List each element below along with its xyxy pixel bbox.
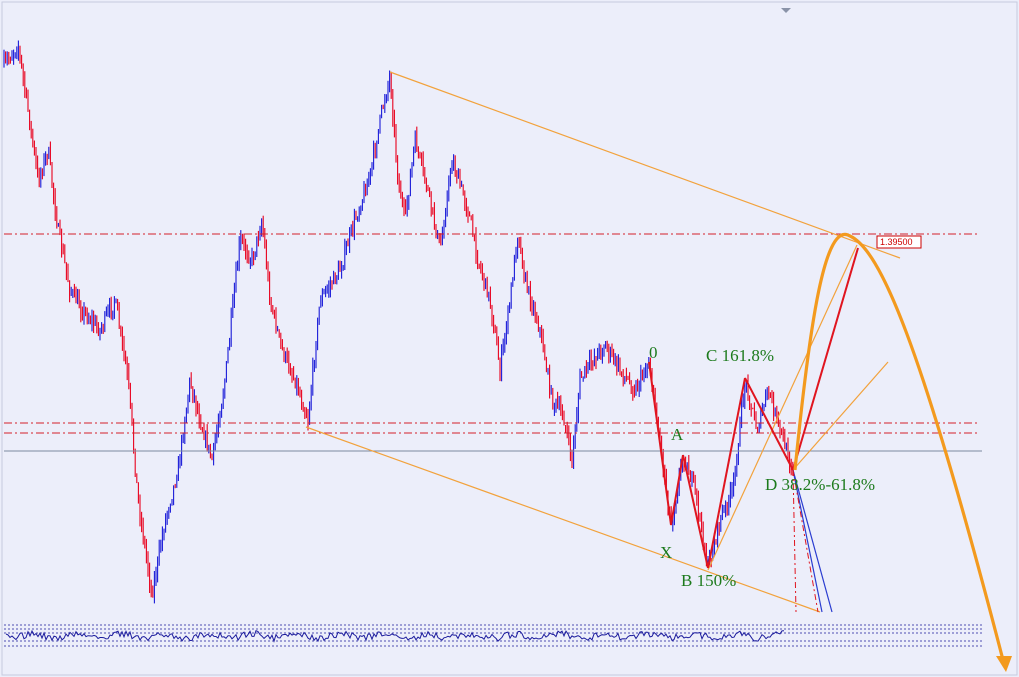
channel-upper-line [389, 71, 901, 259]
pattern-leg-0-x [648, 361, 672, 526]
oscillator-panel [4, 624, 982, 647]
label-point-c: C 161.8% [706, 346, 774, 365]
label-point-a: A [671, 425, 684, 444]
forecast-arrowhead-icon [996, 656, 1012, 672]
label-point-x: X [660, 543, 672, 562]
projection-dashed-b [792, 469, 819, 613]
projection-line-a [792, 469, 833, 613]
pattern-target-leg [792, 247, 859, 471]
price-series [3, 40, 794, 604]
projection-dashed-a [792, 469, 797, 613]
pattern-leg-b-c [707, 377, 746, 569]
price-tag-label: 1.39500 [880, 237, 913, 247]
price-tag: 1.39500 [876, 235, 922, 249]
pattern-leg-c-d [744, 377, 794, 471]
label-point-b: B 150% [681, 571, 736, 590]
pattern-channel-right [792, 361, 889, 471]
price-tag-box [876, 235, 922, 249]
label-point-d: D 38.2%-61.8% [765, 475, 875, 494]
pattern-leg-a-b [682, 454, 709, 569]
scroll-marker-icon[interactable] [781, 8, 791, 13]
pattern-channel-left [707, 244, 858, 571]
forecast-arc [793, 232, 1005, 661]
overlay-lines [4, 71, 1012, 672]
projection-line-b [792, 469, 823, 613]
pattern-leg-x-a [670, 454, 684, 526]
label-point-0: 0 [649, 343, 658, 362]
channel-lower-line [305, 426, 821, 613]
oscillator-line [5, 629, 785, 643]
